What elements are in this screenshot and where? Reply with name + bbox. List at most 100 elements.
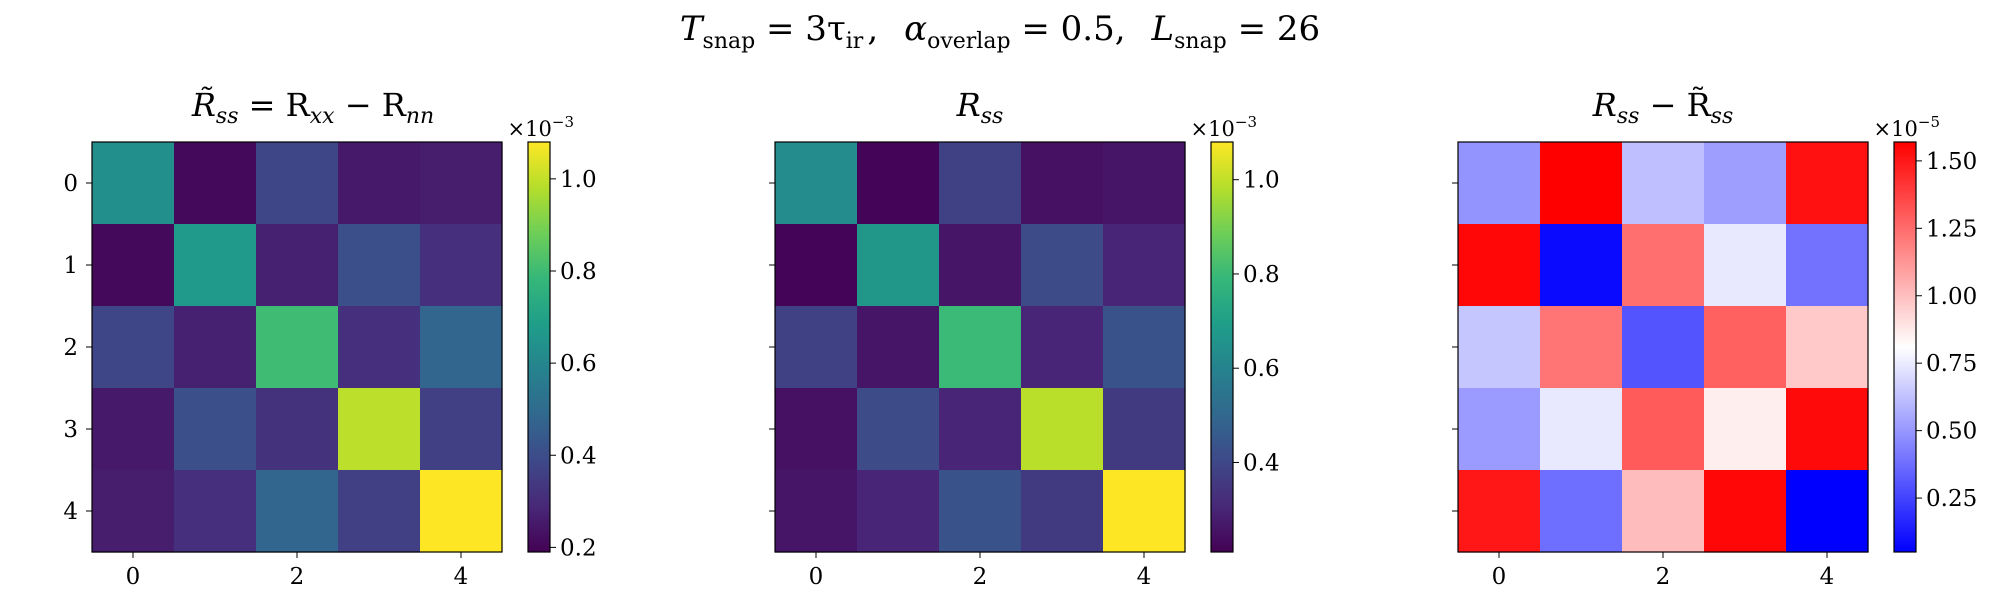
colorbar-tick-label: 0.25 xyxy=(1926,486,1977,512)
heatmap-cell xyxy=(775,470,858,553)
heatmap-cell xyxy=(338,388,421,471)
heatmap-cell xyxy=(1622,306,1705,389)
colorbar-tick-label: 0.75 xyxy=(1926,351,1977,377)
colorbar-tick-label: 1.50 xyxy=(1926,149,1977,175)
heatmap-cell xyxy=(775,306,858,389)
heatmap-cell xyxy=(92,306,175,389)
heatmap-panels: 0 2 4 0 1 2 3 4 0.2 0.4 0.6 0.8 1.0 ×10−3 0 2 4 0.4 0.6 0.8… xyxy=(63,113,1977,590)
heatmap-cell xyxy=(338,142,421,225)
panel-3-title: Rss − R̃ss xyxy=(1592,86,1734,129)
heatmap-cell xyxy=(1103,224,1186,307)
heatmap-cell xyxy=(1704,306,1787,389)
heatmap-cell xyxy=(857,388,940,471)
heatmap-cell xyxy=(92,470,175,553)
heatmap-cell xyxy=(1540,470,1623,553)
x-tick-label: 2 xyxy=(290,564,305,590)
x-tick-label: 4 xyxy=(454,564,469,590)
heatmap-cell xyxy=(338,470,421,553)
heatmap-cell xyxy=(1704,470,1787,553)
colorbar-tick-label: 0.8 xyxy=(560,259,597,285)
heatmap-cell xyxy=(1540,224,1623,307)
x-tick-label: 4 xyxy=(1137,564,1152,590)
heatmap-cell xyxy=(939,142,1022,225)
heatmap-cell xyxy=(857,142,940,225)
heatmap-cell xyxy=(256,142,339,225)
heatmap-cell xyxy=(1786,224,1869,307)
x-tick-label: 2 xyxy=(973,564,988,590)
y-tick-label: 1 xyxy=(63,253,78,279)
colorbar-frame xyxy=(1210,141,1234,553)
x-tick-label: 2 xyxy=(1656,564,1671,590)
colorbar-offset-text: ×10−5 xyxy=(1874,113,1940,141)
heatmap-cell xyxy=(174,306,257,389)
x-tick-label: 0 xyxy=(1492,564,1507,590)
y-tick-label: 4 xyxy=(63,499,78,525)
colorbar xyxy=(528,142,550,552)
panel-2-title: Rss xyxy=(956,86,1004,129)
heatmap-cell xyxy=(1103,306,1186,389)
heatmap-cell xyxy=(857,306,940,389)
heatmap-cell xyxy=(420,142,503,225)
colorbar-tick-label: 0.6 xyxy=(560,351,597,377)
heatmap-cell xyxy=(775,388,858,471)
heatmap-cell xyxy=(1540,306,1623,389)
heatmap-cell xyxy=(1622,470,1705,553)
heatmap-cell xyxy=(256,306,339,389)
colorbar-tick-label: 0.4 xyxy=(560,443,597,469)
heatmap-cell xyxy=(1540,142,1623,225)
heatmap-cell xyxy=(174,142,257,225)
y-tick-label: 3 xyxy=(63,417,78,443)
colorbar-tick-label: 0.2 xyxy=(560,535,597,561)
colorbar-tick-label: 0.6 xyxy=(1243,356,1280,382)
colorbar-tick-label: 0.4 xyxy=(1243,450,1280,476)
heatmap-cell xyxy=(1021,470,1104,553)
heatmap-cell xyxy=(256,470,339,553)
heatmap-panel-1: 0 2 4 0 1 2 3 4 0.2 0.4 0.6 0.8 1.0 ×10−3 xyxy=(63,113,596,590)
heatmap-cell xyxy=(1021,388,1104,471)
heatmap-cell xyxy=(174,224,257,307)
heatmap-cell xyxy=(1540,388,1623,471)
colorbar-tick-label: 0.8 xyxy=(1243,262,1280,288)
heatmap-cell xyxy=(1103,142,1186,225)
colorbar-offset-text: ×10−3 xyxy=(508,113,574,141)
heatmap-cell xyxy=(1704,142,1787,225)
heatmap-cell xyxy=(1704,224,1787,307)
heatmap-cell xyxy=(256,388,339,471)
heatmap-cell xyxy=(1786,388,1869,471)
heatmap-cell xyxy=(939,470,1022,553)
colorbar xyxy=(1211,142,1233,552)
heatmap-cell xyxy=(92,388,175,471)
colorbar xyxy=(1894,142,1916,552)
heatmap-cell xyxy=(1458,224,1541,307)
heatmap-cell xyxy=(338,224,421,307)
heatmap-cell xyxy=(1622,388,1705,471)
heatmap-cell xyxy=(857,470,940,553)
heatmap-cell xyxy=(775,142,858,225)
heatmap-cell xyxy=(1103,470,1186,553)
heatmap-cell xyxy=(1622,142,1705,225)
y-tick-label: 2 xyxy=(63,335,78,361)
colorbar-tick-label: 1.0 xyxy=(1243,168,1280,194)
heatmap-cell xyxy=(420,470,503,553)
heatmap-cell xyxy=(174,388,257,471)
heatmap-cell xyxy=(1704,388,1787,471)
heatmap-cell xyxy=(775,224,858,307)
colorbar-frame xyxy=(527,141,551,553)
x-tick-label: 0 xyxy=(126,564,141,590)
heatmap-cell xyxy=(92,142,175,225)
heatmap-cell xyxy=(1021,142,1104,225)
colorbar-tick-label: 0.50 xyxy=(1926,419,1977,445)
heatmap-cell xyxy=(1622,224,1705,307)
y-tick-label: 0 xyxy=(63,171,78,197)
x-tick-label: 4 xyxy=(1820,564,1835,590)
figure-suptitle: Tsnap = 3τir, αoverlap = 0.5, Lsnap = 26 xyxy=(680,9,1320,54)
heatmap-cell xyxy=(939,224,1022,307)
heatmap-cell xyxy=(338,306,421,389)
heatmap-cell xyxy=(1103,388,1186,471)
heatmap-cell xyxy=(1786,470,1869,553)
heatmap-cell xyxy=(1021,306,1104,389)
heatmap-cell xyxy=(420,388,503,471)
heatmap-cell xyxy=(1021,224,1104,307)
heatmap-panel-3: 0 2 4 0.25 0.50 0.75 1.00 1.25 1.50 ×10−5 xyxy=(1452,113,1977,590)
